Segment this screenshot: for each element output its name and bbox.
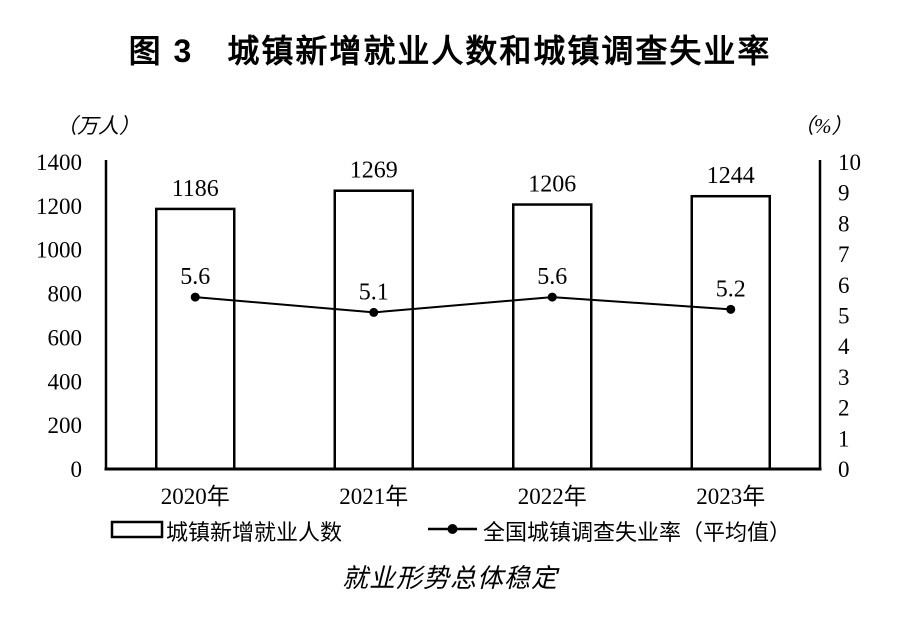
point-value-label: 5.6 [537, 264, 567, 290]
y-tick-left-0: 0 [71, 457, 83, 482]
x-tick-label-2021年: 2021年 [339, 484, 408, 509]
y-tick-left-200: 200 [48, 413, 83, 438]
y-tick-right-2: 2 [838, 396, 850, 421]
legend-bar-swatch [110, 520, 164, 539]
line-series [195, 296, 731, 314]
bar-2021年 [333, 189, 414, 471]
y-tick-right-7: 7 [838, 242, 850, 267]
y-tick-left-400: 400 [48, 369, 83, 394]
bar-2020年 [155, 207, 236, 471]
data-point-marker [369, 307, 379, 317]
bar-2023年 [690, 194, 771, 471]
legend-line-label: 全国城镇调查失业率（平均值） [483, 520, 791, 545]
y-tick-left-1000: 1000 [36, 238, 82, 263]
y-tick-left-1400: 1400 [36, 150, 82, 175]
y-tick-right-0: 0 [838, 457, 850, 482]
point-value-label: 5.1 [359, 279, 389, 305]
bar-value-label: 1269 [350, 158, 398, 184]
y-tick-right-1: 1 [838, 426, 850, 451]
point-value-label: 5.6 [180, 264, 210, 290]
bar-value-label: 1244 [707, 163, 755, 189]
left-axis-unit-label: （万人） [56, 114, 140, 138]
y-tick-right-5: 5 [838, 304, 850, 329]
x-tick-label-2022年: 2022年 [518, 484, 587, 509]
x-tick-label-2020年: 2020年 [161, 484, 230, 509]
y-tick-left-1200: 1200 [36, 194, 82, 219]
bar-2022年 [512, 203, 593, 471]
y-tick-left-800: 800 [48, 282, 83, 307]
y-tick-right-6: 6 [838, 273, 850, 298]
y-tick-right-8: 8 [838, 211, 850, 236]
y-tick-left-600: 600 [48, 325, 83, 350]
bar-value-label: 1206 [528, 172, 576, 198]
data-point-marker [547, 292, 557, 302]
y-tick-right-10: 10 [838, 150, 861, 175]
data-point-marker [190, 292, 200, 302]
legend-line-marker [447, 524, 458, 534]
data-point-marker [726, 304, 736, 314]
legend-bar-label: 城镇新增就业人数 [166, 520, 342, 545]
right-axis-unit-label: （%） [793, 114, 853, 138]
chart-title: 图 3 城镇新增就业人数和城镇调查失业率 [128, 33, 772, 69]
y-tick-right-4: 4 [838, 334, 850, 359]
y-tick-right-9: 9 [838, 181, 850, 206]
x-tick-label-2023年: 2023年 [696, 484, 765, 509]
y-tick-right-3: 3 [838, 365, 850, 390]
bar-value-label: 1186 [172, 176, 219, 202]
chart-caption: 就业形势总体稳定 [341, 564, 558, 593]
point-value-label: 5.2 [716, 276, 746, 302]
